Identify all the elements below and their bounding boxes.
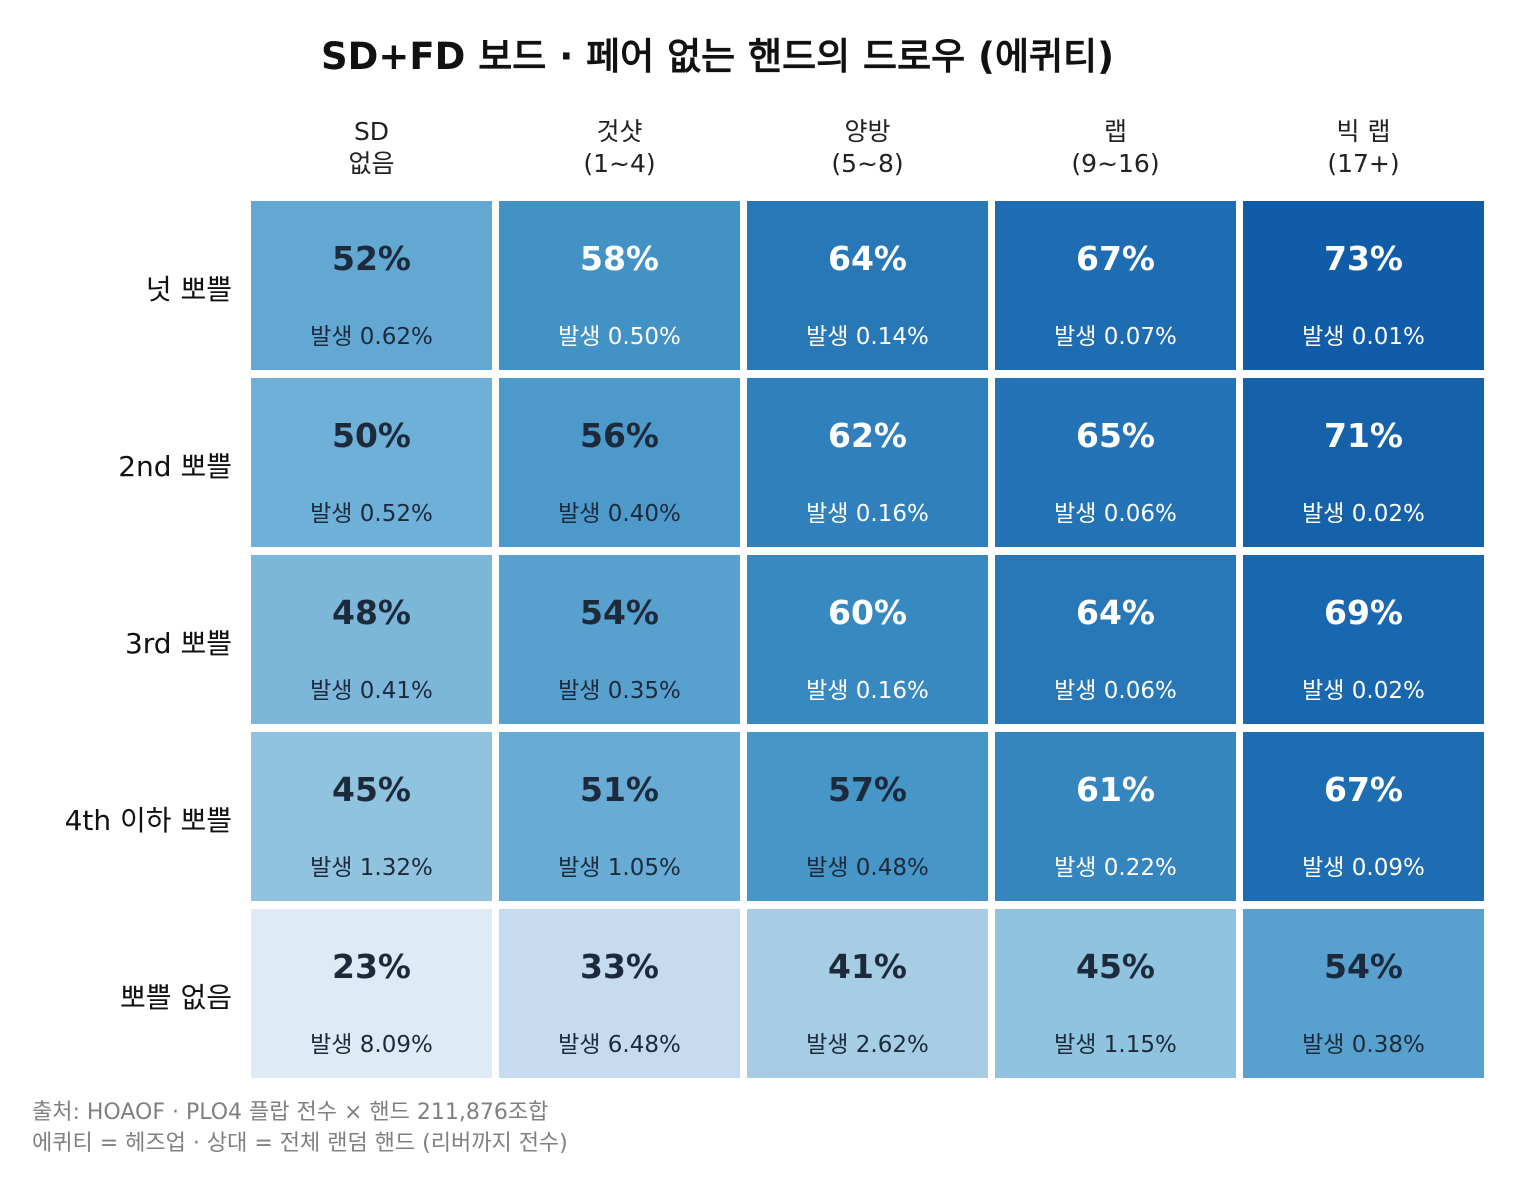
occurrence-label: 발생 0.35% — [558, 678, 681, 704]
equity-label: 50% — [332, 416, 411, 455]
heatmap-cell: 65% 발생 0.06% — [995, 378, 1236, 547]
equity-label: 23% — [332, 947, 411, 986]
heatmap-cell: 62% 발생 0.16% — [747, 378, 988, 547]
heatmap-cell: 56% 발생 0.40% — [499, 378, 740, 547]
heatmap-cell: 67% 발생 0.07% — [995, 201, 1236, 370]
occurrence-label: 발생 1.32% — [310, 855, 433, 881]
equity-label: 54% — [1324, 947, 1403, 986]
heatmap-cell: 50% 발생 0.52% — [251, 378, 492, 547]
occurrence-label: 발생 0.14% — [806, 324, 929, 350]
column-header: 것샷 (1~4) — [499, 116, 740, 180]
heatmap-cell: 69% 발생 0.02% — [1243, 555, 1484, 724]
occurrence-label: 발생 0.02% — [1302, 678, 1425, 704]
equity-label: 33% — [580, 947, 659, 986]
equity-note: 에퀴티 = 헤즈업 · 상대 = 전체 랜덤 핸드 (리버까지 전수) — [32, 1131, 568, 1156]
heatmap-cell: 45% 발생 1.32% — [251, 732, 492, 901]
column-header-line1: 양방 — [844, 117, 891, 146]
chart-footer: 출처: HOAOF · PLO4 플랍 전수 × 핸드 211,876조합 에퀴… — [32, 1097, 568, 1159]
chart-title: SD+FD 보드 · 페어 없는 핸드의 드로우 (에퀴티) — [321, 35, 1114, 78]
occurrence-label: 발생 0.38% — [1302, 1032, 1425, 1058]
occurrence-label: 발생 0.06% — [1054, 501, 1177, 527]
occurrence-label: 발생 0.41% — [310, 678, 433, 704]
column-header-line2: (1~4) — [583, 149, 656, 178]
occurrence-label: 발생 1.15% — [1054, 1032, 1177, 1058]
row-label: 넛 뽀쁠 — [145, 272, 232, 306]
equity-label: 41% — [828, 947, 907, 986]
equity-label: 60% — [828, 593, 907, 632]
column-header-line1: 빅 랩 — [1336, 117, 1391, 146]
heatmap-cell: 33% 발생 6.48% — [499, 909, 740, 1078]
occurrence-label: 발생 0.16% — [806, 501, 929, 527]
equity-label: 51% — [580, 770, 659, 809]
row-label: 3rd 뽀쁠 — [124, 626, 232, 660]
heatmap-cell: 54% 발생 0.35% — [499, 555, 740, 724]
heatmap-cell: 67% 발생 0.09% — [1243, 732, 1484, 901]
equity-label: 67% — [1076, 239, 1155, 278]
equity-label: 73% — [1324, 239, 1403, 278]
row-label: 2nd 뽀쁠 — [118, 449, 232, 483]
column-header: 양방 (5~8) — [747, 116, 988, 180]
occurrence-label: 발생 1.05% — [558, 855, 681, 881]
equity-label: 45% — [1076, 947, 1155, 986]
heatmap-cell: 60% 발생 0.16% — [747, 555, 988, 724]
column-header: 빅 랩 (17+) — [1243, 116, 1484, 180]
row-label: 뽀쁠 없음 — [120, 980, 232, 1014]
heatmap-cell: 57% 발생 0.48% — [747, 732, 988, 901]
occurrence-label: 발생 0.40% — [558, 501, 681, 527]
equity-label: 57% — [828, 770, 907, 809]
occurrence-label: 발생 0.48% — [806, 855, 929, 881]
heatmap-cell: 73% 발생 0.01% — [1243, 201, 1484, 370]
occurrence-label: 발생 0.52% — [310, 501, 433, 527]
equity-label: 62% — [828, 416, 907, 455]
column-header: SD 없음 — [251, 116, 492, 180]
occurrence-label: 발생 0.50% — [558, 324, 681, 350]
equity-label: 61% — [1076, 770, 1155, 809]
column-header-line1: SD — [353, 117, 390, 146]
heatmap-cell: 48% 발생 0.41% — [251, 555, 492, 724]
occurrence-label: 발생 0.01% — [1302, 324, 1425, 350]
heatmap-cell: 51% 발생 1.05% — [499, 732, 740, 901]
equity-label: 67% — [1324, 770, 1403, 809]
occurrence-label: 발생 8.09% — [310, 1032, 433, 1058]
heatmap-cell: 45% 발생 1.15% — [995, 909, 1236, 1078]
column-header-line2: 없음 — [348, 149, 395, 178]
equity-label: 56% — [580, 416, 659, 455]
occurrence-label: 발생 0.02% — [1302, 501, 1425, 527]
occurrence-label: 발생 0.16% — [806, 678, 929, 704]
occurrence-label: 발생 0.22% — [1054, 855, 1177, 881]
heatmap-cell: 54% 발생 0.38% — [1243, 909, 1484, 1078]
row-label: 4th 이하 뽀쁠 — [64, 803, 232, 837]
heatmap-cell: 64% 발생 0.06% — [995, 555, 1236, 724]
column-header: 랩 (9~16) — [995, 116, 1236, 180]
equity-label: 65% — [1076, 416, 1155, 455]
heatmap-cell: 61% 발생 0.22% — [995, 732, 1236, 901]
column-header-line1: 것샷 — [596, 117, 643, 146]
equity-label: 71% — [1324, 416, 1403, 455]
equity-label: 58% — [580, 239, 659, 278]
equity-label: 45% — [332, 770, 411, 809]
occurrence-label: 발생 0.07% — [1054, 324, 1177, 350]
occurrence-label: 발생 2.62% — [806, 1032, 929, 1058]
heatmap-cell: 52% 발생 0.62% — [251, 201, 492, 370]
heatmap-cell: 41% 발생 2.62% — [747, 909, 988, 1078]
equity-label: 64% — [828, 239, 907, 278]
column-header-line2: (5~8) — [831, 149, 904, 178]
occurrence-label: 발생 0.06% — [1054, 678, 1177, 704]
equity-label: 64% — [1076, 593, 1155, 632]
equity-label: 52% — [332, 239, 411, 278]
column-header-line2: (17+) — [1327, 149, 1400, 178]
column-header-line2: (9~16) — [1071, 149, 1160, 178]
heatmap-cell: 23% 발생 8.09% — [251, 909, 492, 1078]
occurrence-label: 발생 0.62% — [310, 324, 433, 350]
equity-label: 48% — [332, 593, 411, 632]
equity-label: 69% — [1324, 593, 1403, 632]
heatmap-cell: 71% 발생 0.02% — [1243, 378, 1484, 547]
occurrence-label: 발생 6.48% — [558, 1032, 681, 1058]
equity-label: 54% — [580, 593, 659, 632]
occurrence-label: 발생 0.09% — [1302, 855, 1425, 881]
heatmap-cell: 58% 발생 0.50% — [499, 201, 740, 370]
heatmap-cell: 64% 발생 0.14% — [747, 201, 988, 370]
source-note: 출처: HOAOF · PLO4 플랍 전수 × 핸드 211,876조합 — [32, 1100, 549, 1125]
column-header-line1: 랩 — [1103, 117, 1127, 146]
